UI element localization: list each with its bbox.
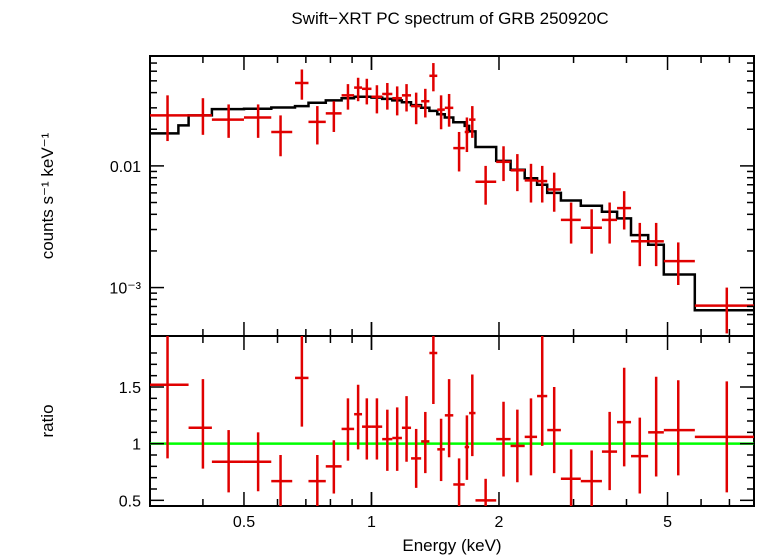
ratio-data-point [271,455,293,506]
spectrum-data-point [188,98,212,135]
spectrum-data-point [382,82,393,110]
ratio-data-point [560,449,581,506]
x-tick-label: 0.5 [233,514,255,531]
ratio-data-point [429,336,438,404]
spectrum-data-point [362,78,372,105]
spectrum-data-point [580,209,602,254]
x-tick-label: 5 [663,514,672,531]
ratio-data-point [580,450,602,506]
ratio-data-point [444,379,454,458]
spectrum-data-point [601,202,618,244]
ratio-data-point [663,380,695,476]
model-step-curve [150,95,754,312]
ratio-panel [149,335,755,507]
spectrum-data-point [560,202,581,244]
ratio-data-point [411,428,422,488]
x-tick-label: 2 [495,514,504,531]
spectrum-data-point [354,77,363,102]
spectrum-data-point [617,191,632,230]
y-tick-label-spectrum: 0.01 [110,159,141,176]
ratio-data-point [188,379,212,469]
ratio-data-point [648,376,664,477]
y-tick-label-ratio: 1 [132,437,141,454]
spectrum-data-point [341,84,355,110]
ratio-data-point [694,381,754,493]
ratio-data-point [150,336,189,459]
spectrum-data-point [524,163,538,203]
spectrum-data-point [444,93,454,127]
ratio-data-point [211,430,244,493]
spectrum-panel-frame [149,55,755,337]
ratio-data-point [401,396,412,462]
y-tick-label-spectrum: 10⁻³ [109,281,141,298]
ratio-data-point [524,398,538,476]
ratio-data-point [341,398,355,461]
y-tick-label-ratio: 0.5 [119,493,141,510]
spectrum-data-point [547,172,561,212]
ratio-data-point [421,411,430,474]
spectrum-data-point [421,88,430,118]
ratio-data-point [325,440,342,494]
spectrum-data-point [211,104,244,138]
spectrum-data-point [392,86,402,116]
spectrum-data-point [371,85,383,114]
ratio-data-point [308,455,326,506]
spectrum-data-point [150,95,189,142]
spectrum-data-point [475,165,497,205]
ratio-data-point [354,384,363,450]
spectrum-data-point [411,92,422,125]
spectrum-data-point [429,63,438,92]
ratio-data-point [453,458,465,506]
y-tick-label-ratio: 1.5 [119,380,141,397]
spectrum-data-point [308,106,326,145]
ratio-data-point [547,387,561,474]
spectrum-panel [149,55,755,337]
spectrum-data-point [663,242,695,285]
y-axis-label-spectrum: counts s⁻¹ keV⁻¹ [38,132,57,259]
chart-title: Swift−XRT PC spectrum of GRB 250920C [291,9,608,28]
ratio-data-point [464,415,470,480]
x-axis-label: Energy (keV) [402,536,501,555]
ratio-data-point [382,409,393,471]
ratio-data-point [617,367,632,467]
spectrum-data-point [243,104,272,138]
ratio-data-point [601,411,618,491]
axis-ticks: 0.5 1 2 5 0.01 10⁻³ 0.5 1 1.5 [109,55,755,531]
spectrum-data-point [537,165,548,203]
spectrum-data-point [694,287,754,334]
x-tick-label: 1 [367,514,376,531]
spectrum-data-point [496,146,511,182]
ratio-data-point [371,398,383,460]
spectrum-data-point [271,115,293,157]
spectrum-data-point [401,84,412,112]
ratio-data-point [362,398,372,460]
axis-labels: Swift−XRT PC spectrum of GRB 250920C Ene… [38,9,609,555]
spectrum-data-point [464,117,470,153]
ratio-data-point [537,336,548,446]
spectrum-data-point [648,222,664,267]
ratio-data-point [475,478,497,506]
ratio-data-point [437,418,445,482]
ratio-data-point [243,432,272,492]
spectrum-data-point [453,131,465,172]
spectrum-data-point [510,154,525,192]
ratio-data-point [510,409,525,483]
ratio-data-point [392,407,402,471]
spectrum-data-point [631,222,649,267]
ratio-data-point [631,417,649,494]
spectrum-data-point [325,101,342,132]
ratio-data-point [496,401,511,477]
ratio-data-point [295,336,309,427]
spectrum-data-point [295,69,309,100]
y-axis-label-ratio: ratio [38,404,57,437]
ratio-panel-frame [149,335,755,507]
spectrum-data-point [469,106,476,138]
spectrum-data-point [437,95,445,130]
ratio-data-point [469,374,476,457]
